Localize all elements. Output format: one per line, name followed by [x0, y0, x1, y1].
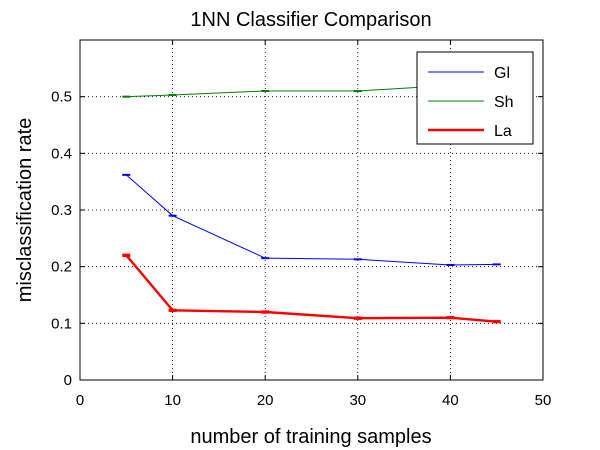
legend-label-gl: Gl	[494, 65, 510, 82]
legend-label-sh: Sh	[494, 94, 514, 111]
y-tick-label: 0.4	[51, 145, 72, 162]
y-tick-label: 0	[64, 372, 72, 389]
axis-ticks: 0 10 20 30 40 50 0 0.1 0.2 0.3 0.4 0.5	[51, 40, 551, 409]
y-tick-label: 0.2	[51, 259, 72, 276]
x-tick-label: 40	[442, 392, 459, 409]
x-tick-label: 20	[257, 392, 274, 409]
legend-label-la: La	[494, 123, 512, 140]
series-line-gl	[125, 174, 497, 266]
series-line-la	[125, 254, 497, 323]
legend-box	[416, 51, 534, 145]
x-tick-label: 30	[349, 392, 366, 409]
y-axis-label: misclassification rate	[14, 118, 36, 303]
y-tick-label: 0.3	[51, 202, 72, 219]
y-tick-label: 0.1	[51, 315, 72, 332]
x-axis-label: number of training samples	[190, 426, 431, 448]
x-tick-label: 10	[164, 392, 181, 409]
chart-title: 1NN Classifier Comparison	[190, 9, 431, 31]
x-tick-label: 0	[76, 392, 84, 409]
x-tick-label: 50	[535, 392, 552, 409]
legend: Gl Sh La	[416, 51, 534, 145]
y-tick-label: 0.5	[51, 89, 72, 106]
